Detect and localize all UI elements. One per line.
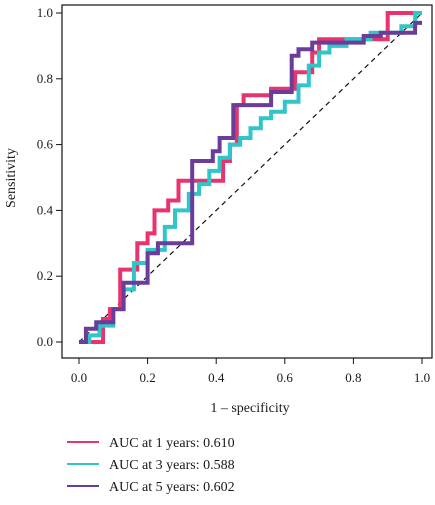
- y-axis-label: Sensitivity: [4, 148, 19, 208]
- y-tick-label: 0.0: [37, 334, 53, 349]
- y-tick-label: 0.6: [37, 137, 54, 152]
- x-tick-label: 0.0: [71, 370, 87, 385]
- x-tick-label: 0.4: [208, 370, 225, 385]
- legend-label: AUC at 3 years: 0.588: [109, 458, 235, 473]
- y-tick-label: 1.0: [37, 5, 53, 20]
- legend: AUC at 1 years: 0.610 AUC at 3 years: 0.5…: [67, 436, 235, 495]
- legend-label: AUC at 5 years: 0.602: [109, 480, 235, 495]
- x-axis-label: 1 – specificity: [210, 401, 289, 416]
- plot-area: 0.0 0.2 0.4 0.6 0.8 1.0 0.0 0.2 0.4 0.6 0.8 1.0: [37, 4, 433, 385]
- reference-diagonal-line: [78, 12, 423, 343]
- y-tick-label: 0.2: [37, 268, 53, 283]
- roc-curve-5-years: [79, 20, 422, 344]
- legend-label: AUC at 1 years: 0.610: [109, 436, 235, 451]
- roc-curve-1-year: [79, 11, 422, 344]
- plot-frame: [61, 4, 433, 359]
- x-tick-label: 1.0: [414, 370, 430, 385]
- y-tick-label: 0.8: [37, 71, 53, 86]
- x-tick-label: 0.8: [345, 370, 361, 385]
- roc-curve-3-years: [79, 11, 422, 344]
- y-tick-label: 0.4: [37, 202, 54, 217]
- x-tick-label: 0.2: [139, 370, 155, 385]
- x-tick-label: 0.6: [277, 370, 294, 385]
